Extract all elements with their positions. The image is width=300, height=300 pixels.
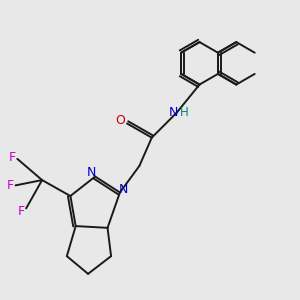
Text: F: F	[6, 179, 14, 192]
Text: N: N	[169, 106, 178, 119]
Text: N: N	[119, 183, 128, 196]
Text: F: F	[9, 151, 16, 164]
Text: F: F	[18, 205, 25, 218]
Text: N: N	[87, 166, 96, 179]
Text: O: O	[116, 114, 126, 127]
Text: H: H	[180, 106, 189, 119]
